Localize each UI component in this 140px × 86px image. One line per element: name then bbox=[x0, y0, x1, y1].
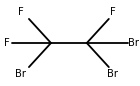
Text: Br: Br bbox=[108, 69, 118, 79]
Text: F: F bbox=[18, 7, 24, 17]
Text: Br: Br bbox=[15, 69, 26, 79]
Text: F: F bbox=[4, 38, 10, 48]
Text: F: F bbox=[110, 7, 116, 17]
Text: Br: Br bbox=[128, 38, 139, 48]
